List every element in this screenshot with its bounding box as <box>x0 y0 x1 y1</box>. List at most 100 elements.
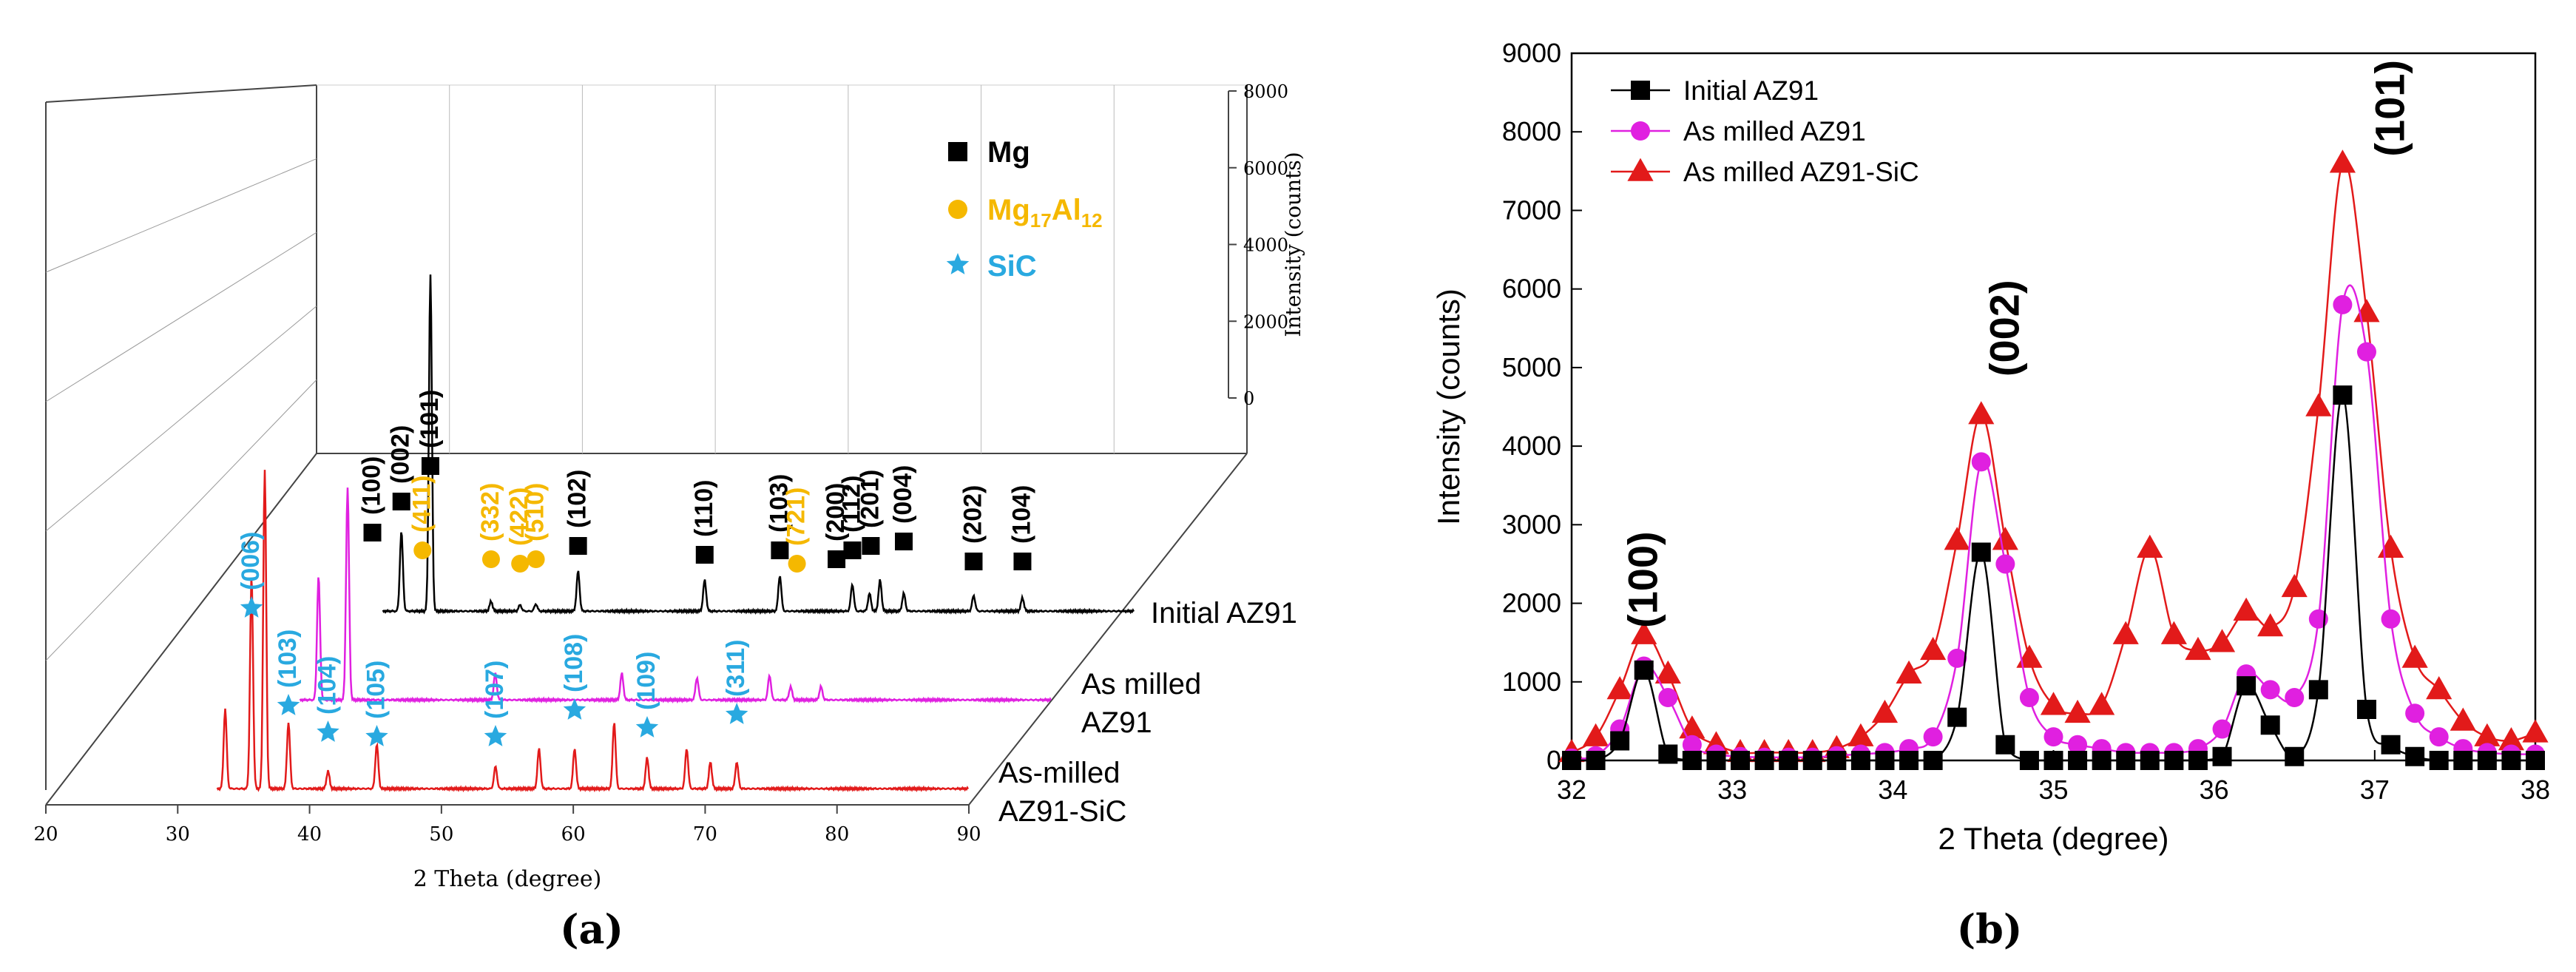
data-point <box>1944 527 1970 550</box>
data-point <box>2089 692 2115 715</box>
data-point <box>1682 735 1702 755</box>
series-label: As milled <box>1081 668 1201 701</box>
peak-label: (112) <box>837 476 865 533</box>
data-point <box>2429 727 2449 747</box>
side-wall-gridline <box>45 306 317 532</box>
data-point <box>1562 751 1581 770</box>
peak-label: (411) <box>408 476 436 533</box>
peak-marker <box>240 596 263 618</box>
y-tick-label: 8000 <box>1502 116 1561 146</box>
peak-label: (105) <box>362 661 390 719</box>
data-point <box>2160 621 2187 644</box>
peak-marker <box>635 716 659 738</box>
peak-label: (510) <box>521 483 550 541</box>
peak-label: (102) <box>564 470 592 528</box>
y-tick-label: 1000 <box>1502 666 1561 697</box>
data-point <box>1968 401 1995 425</box>
data-point <box>1754 751 1774 770</box>
data-point <box>1848 723 1874 746</box>
data-point <box>1586 751 1606 770</box>
data-point <box>1582 723 1609 746</box>
y-axis-label: Intensity (counts) <box>1431 288 1466 525</box>
data-point <box>2526 751 2545 770</box>
legend-label: Initial AZ91 <box>1683 75 1819 106</box>
data-point <box>2329 149 2356 173</box>
x-tick-label: 30 <box>166 823 190 846</box>
data-point <box>2405 703 2425 723</box>
peak-label: (109) <box>632 652 660 710</box>
data-point <box>2040 692 2067 715</box>
data-point <box>2381 735 2401 755</box>
data-point <box>2381 609 2401 629</box>
legend-label-part: 17 <box>1030 209 1052 232</box>
peak-marker <box>484 725 507 746</box>
data-point <box>1899 751 1919 770</box>
peak-marker <box>563 698 586 720</box>
data-point <box>1947 648 1967 668</box>
peak-label: (002) <box>387 425 415 484</box>
peak-label: (004) <box>889 465 917 524</box>
data-point <box>2285 746 2305 766</box>
peak-marker <box>726 703 748 724</box>
series-square <box>1562 385 2545 770</box>
data-point <box>1654 660 1681 684</box>
legend-label: As milled AZ91-SiC <box>1683 157 1919 187</box>
x-tick-label: 34 <box>1878 774 1907 805</box>
side-wall-gridline <box>45 158 317 273</box>
x-tick-label: 36 <box>2200 774 2229 805</box>
y-tick-label: 4000 <box>1502 431 1561 461</box>
peak-label: (200) <box>822 483 850 541</box>
data-point <box>2356 699 2376 719</box>
y-tick-label: 3000 <box>1502 509 1561 539</box>
data-point <box>2237 676 2256 696</box>
x-tick-label: 50 <box>429 823 453 846</box>
intensity-tick-label: 2000 <box>1243 311 1288 332</box>
data-point <box>2043 751 2063 770</box>
data-point <box>2405 746 2425 766</box>
y-tick-label: 6000 <box>1502 274 1561 304</box>
y-tick-label: 0 <box>1546 745 1561 775</box>
data-point <box>2043 727 2063 747</box>
data-point <box>2453 751 2473 770</box>
data-point <box>2208 629 2236 652</box>
legend-label: As milled AZ91 <box>1683 116 1866 146</box>
data-point <box>1610 731 1630 751</box>
series-label: AZ91-SiC <box>998 795 1126 828</box>
data-point <box>2305 393 2332 416</box>
peak-marker <box>413 541 432 559</box>
data-point <box>2257 613 2284 637</box>
x-axis-label: 2 Theta (degree) <box>1938 821 2168 856</box>
legend-label-part: Mg <box>987 194 1030 226</box>
data-point <box>2212 746 2232 766</box>
legend-label-mg: Mg <box>987 136 1030 169</box>
data-point <box>2064 699 2091 723</box>
panel-b-line-chart: 32 33 34 35 36 37 38 0 1000 2000 3000 4000 5000 6000 7… <box>1431 38 2550 856</box>
series-trace-2 <box>382 274 1135 615</box>
panel-a-waterfall-chart: 20 30 40 50 60 70 80 90 2 Theta (degree) 0 2000 400… <box>33 81 1305 892</box>
legend-label-part: Al <box>1052 194 1081 226</box>
floor-left-edge <box>45 453 317 806</box>
series-line <box>1571 161 2536 755</box>
peak-label: (103) <box>274 630 302 688</box>
data-point <box>2474 723 2501 746</box>
series-label: As-milled <box>998 757 1120 789</box>
peak-marker <box>511 555 530 573</box>
data-point <box>2164 751 2184 770</box>
legend-marker-mg <box>948 142 967 161</box>
peak-label: (202) <box>959 485 987 544</box>
y-tick-label: 9000 <box>1502 38 1561 68</box>
x-axis-label: 2 Theta (degree) <box>413 866 602 892</box>
legend-marker-sic <box>946 253 970 274</box>
data-point <box>1631 621 1657 644</box>
peak-marker <box>392 493 410 510</box>
series-label: AZ91 <box>1081 706 1152 739</box>
data-point <box>2140 751 2160 770</box>
legend-label-mg17al12: Mg17Al12 <box>987 194 1103 232</box>
data-point <box>2019 688 2039 708</box>
data-point <box>2522 719 2549 743</box>
peak-label: (422) <box>505 487 533 546</box>
data-point <box>2185 636 2211 661</box>
peak-marker <box>421 457 439 475</box>
intensity-tick-label: 0 <box>1243 388 1254 409</box>
data-point <box>2116 751 2136 770</box>
